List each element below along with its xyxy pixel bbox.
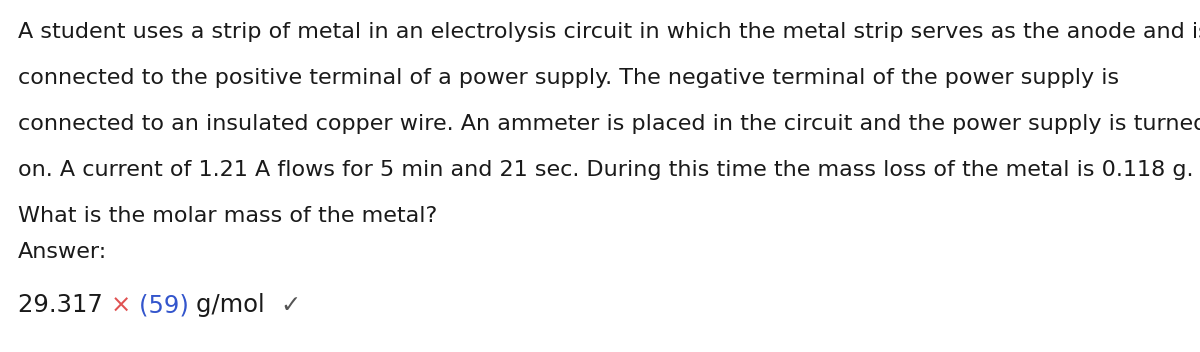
Text: g/mol: g/mol [197,293,281,317]
Text: Answer:: Answer: [18,242,107,262]
Text: connected to the positive terminal of a power supply. The negative terminal of t: connected to the positive terminal of a … [18,68,1120,88]
Text: connected to an insulated copper wire. An ammeter is placed in the circuit and t: connected to an insulated copper wire. A… [18,114,1200,134]
Text: ×: × [110,293,139,317]
Text: A student uses a strip of metal in an electrolysis circuit in which the metal st: A student uses a strip of metal in an el… [18,22,1200,42]
Text: on. A current of 1.21 A flows for 5 min and 21 sec. During this time the mass lo: on. A current of 1.21 A flows for 5 min … [18,160,1194,180]
Text: What is the molar mass of the metal?: What is the molar mass of the metal? [18,206,437,226]
Text: 29.317: 29.317 [18,293,110,317]
Text: (59): (59) [139,293,197,317]
Text: ✓: ✓ [281,293,301,317]
